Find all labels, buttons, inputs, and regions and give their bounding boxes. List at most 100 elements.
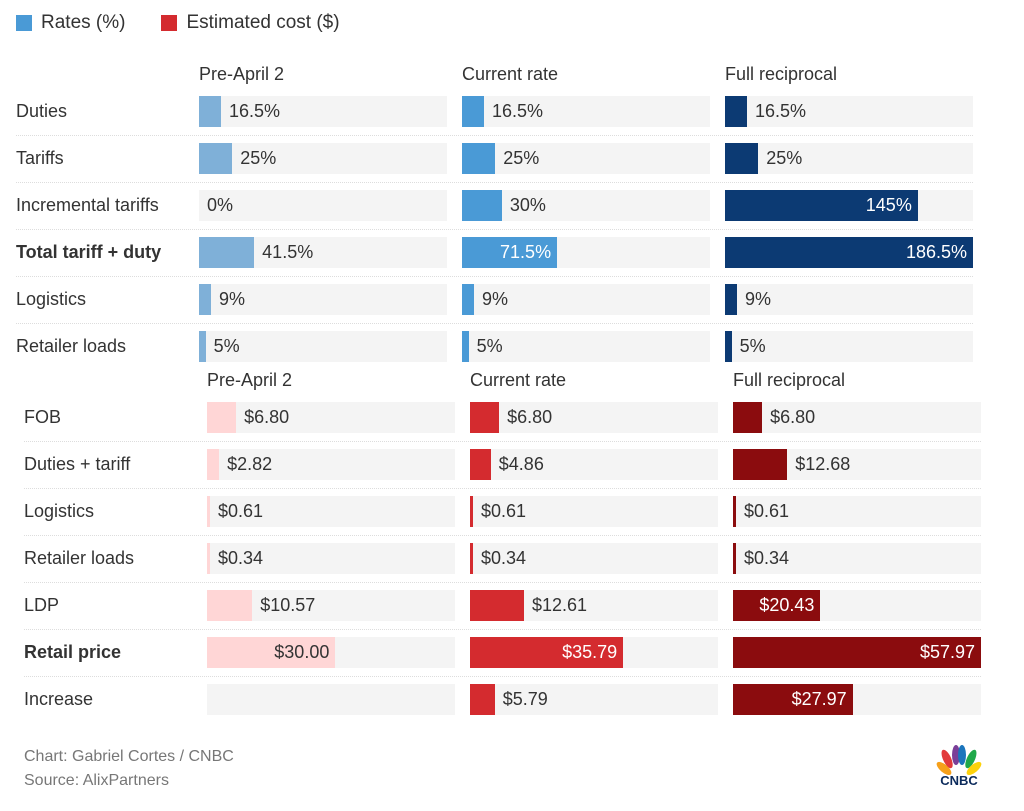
bar — [462, 96, 484, 127]
row-label: Tariffs — [16, 148, 64, 168]
legend-swatch-cost — [161, 15, 178, 31]
bar-track: 16.5% — [199, 96, 447, 127]
row-label: Total tariff + duty — [16, 242, 162, 262]
row-label: Duties + tariff — [24, 454, 131, 474]
bar-track: $10.57 — [207, 590, 455, 621]
legend-label-cost: Estimated cost ($) — [186, 12, 340, 33]
data-label: $12.61 — [531, 595, 587, 615]
bar — [725, 331, 732, 362]
column-header: Full reciprocal — [725, 64, 838, 84]
bar — [470, 543, 473, 574]
bar-track: 186.5% — [725, 237, 973, 268]
row-label: FOB — [24, 407, 62, 427]
bar — [725, 96, 747, 127]
bar-track: $0.34 — [470, 543, 718, 574]
row-label: Incremental tariffs — [16, 195, 159, 215]
data-label: 9% — [744, 289, 771, 309]
legend-swatch-rates — [16, 15, 32, 31]
column-header: Current rate — [470, 370, 567, 390]
bar-track: 5% — [725, 331, 973, 362]
data-label: 16.5% — [754, 101, 806, 121]
column-header: Current rate — [462, 64, 559, 84]
bar — [207, 543, 210, 574]
bar-track: $35.79 — [470, 637, 718, 668]
bar-track: $20.43 — [733, 590, 981, 621]
data-label: $27.97 — [791, 689, 847, 709]
bar-track: 71.5% — [462, 237, 710, 268]
bar — [725, 143, 759, 174]
data-label: 16.5% — [491, 101, 543, 121]
bar-track: 9% — [462, 284, 710, 315]
data-label: $12.68 — [795, 454, 851, 474]
bar-track — [207, 684, 455, 715]
bar — [733, 684, 853, 715]
bar-track: 16.5% — [725, 96, 973, 127]
data-label: 5% — [739, 336, 766, 356]
data-label: $6.80 — [770, 407, 816, 427]
bar — [207, 590, 253, 621]
data-label: 0% — [207, 195, 234, 215]
bar-track: $6.80 — [207, 402, 455, 433]
data-label: 5% — [476, 336, 503, 356]
cnbc-logo: CNBC — [934, 745, 984, 792]
bar — [470, 684, 495, 715]
bar — [207, 402, 237, 433]
bar — [470, 590, 524, 621]
row-divider — [16, 182, 973, 183]
bar-track: $27.97 — [733, 684, 981, 715]
data-label: $0.34 — [744, 548, 790, 568]
bar — [462, 237, 558, 268]
bar-track: $12.61 — [470, 590, 718, 621]
bar-track: 25% — [725, 143, 973, 174]
data-label: 5% — [213, 336, 240, 356]
column-header: Pre-April 2 — [207, 370, 293, 390]
bar — [199, 96, 221, 127]
bar — [470, 402, 500, 433]
bar-track: 30% — [462, 190, 710, 221]
row-divider — [24, 582, 981, 583]
bar — [470, 496, 473, 527]
row-divider — [16, 135, 973, 136]
data-label: $35.79 — [562, 642, 618, 662]
row-label: LDP — [24, 595, 60, 615]
bar-track: 9% — [199, 284, 447, 315]
peacock-icon: CNBC — [936, 745, 982, 788]
data-label: $10.57 — [260, 595, 316, 615]
bar — [207, 637, 336, 668]
row-divider — [24, 441, 981, 442]
data-label: $57.97 — [919, 642, 975, 662]
bar — [199, 284, 211, 315]
bar-track: 25% — [199, 143, 447, 174]
chart-source: Source: AlixPartners — [24, 772, 169, 789]
data-label: 71.5% — [500, 242, 552, 262]
bar-track: $0.34 — [733, 543, 981, 574]
column-header: Full reciprocal — [733, 370, 846, 390]
bar — [462, 284, 474, 315]
bar-track: 25% — [462, 143, 710, 174]
logo-text: CNBC — [940, 773, 978, 787]
data-label: 25% — [766, 148, 803, 168]
bar-track: $0.61 — [733, 496, 981, 527]
data-label: $6.80 — [244, 407, 290, 427]
bar — [733, 449, 788, 480]
bar-track: $6.80 — [733, 402, 981, 433]
row-label: Retailer loads — [24, 548, 135, 568]
row-divider — [16, 229, 973, 230]
legend-item-rates: Rates (%) — [16, 12, 125, 34]
row-label: Retail price — [24, 642, 122, 662]
bar-track: 5% — [199, 331, 447, 362]
bar — [199, 143, 233, 174]
bar — [199, 237, 255, 268]
bar — [725, 190, 918, 221]
data-label: 16.5% — [228, 101, 280, 121]
row-divider — [16, 323, 973, 324]
data-label: 30% — [509, 195, 546, 215]
data-label: $0.61 — [481, 501, 527, 521]
bar-track: 9% — [725, 284, 973, 315]
data-label: $5.79 — [502, 689, 548, 709]
row-label: Increase — [24, 689, 94, 709]
bar-track: $5.79 — [470, 684, 718, 715]
row-divider — [24, 535, 981, 536]
bar — [470, 449, 491, 480]
